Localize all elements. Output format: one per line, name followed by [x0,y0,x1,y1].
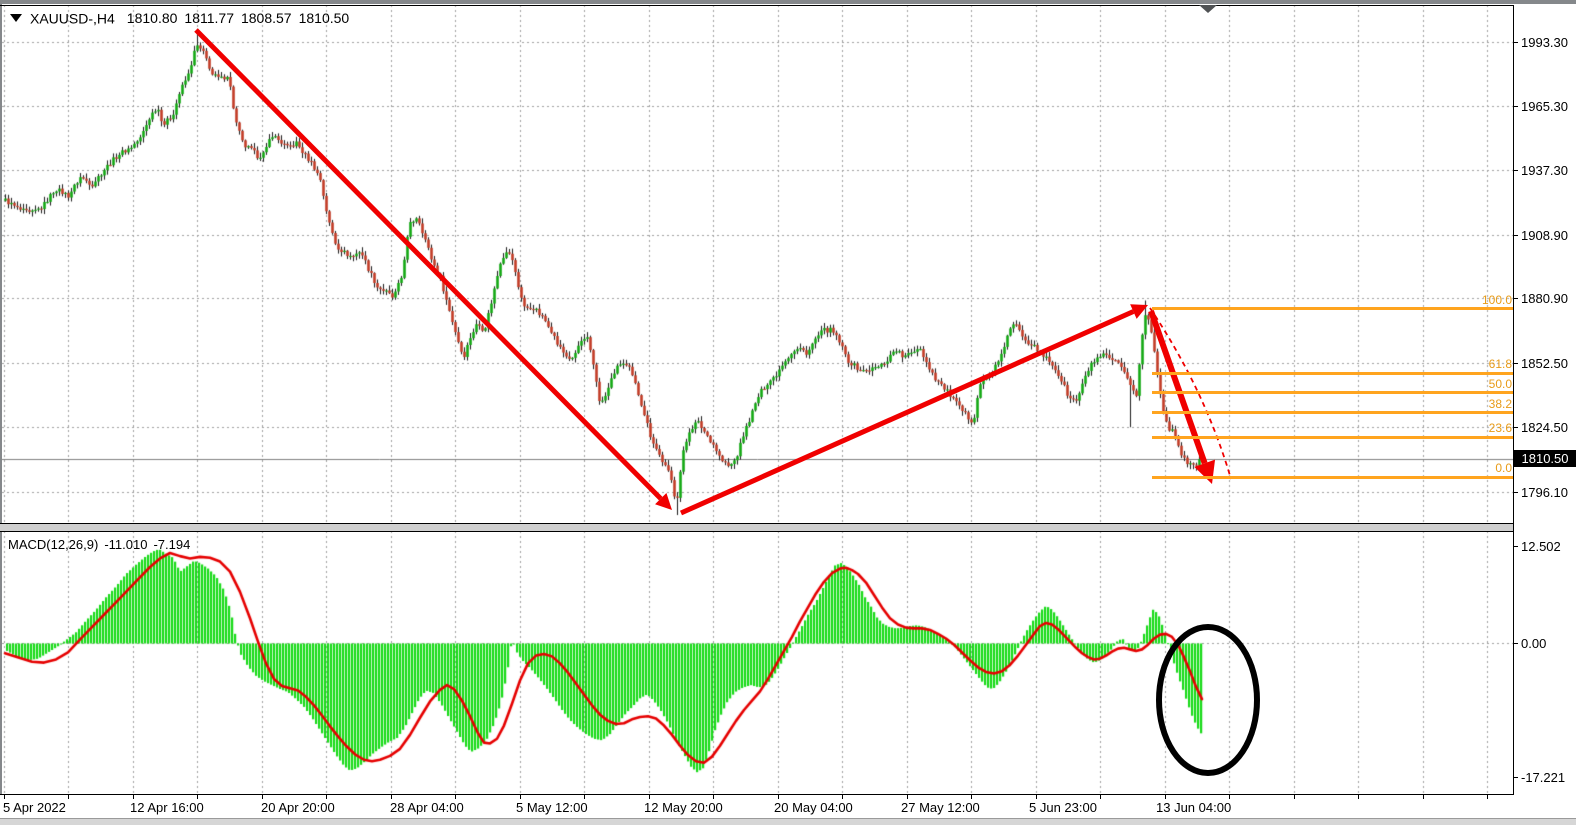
date-tick [262,795,263,799]
axis-tick [1513,170,1518,171]
main-pane-top-border [0,5,1514,6]
axis-tick [1513,546,1518,547]
macd-main-value: -11.010 [104,537,148,552]
price-axis-label: 1824.50 [1521,420,1568,436]
date-axis-label: 5 Apr 2022 [3,800,66,815]
date-tick [4,795,5,799]
date-axis-label: 13 Jun 04:00 [1156,800,1232,815]
date-tick [842,795,843,799]
fib-label-50: 50.0 [1488,376,1512,391]
price-axis-label: 1796.10 [1521,485,1568,500]
price-axis-label: 1993.30 [1521,35,1568,50]
fib-line-61-8[interactable] [1152,371,1513,375]
date-tick [326,795,327,799]
date-tick [68,795,69,799]
pane-splitter[interactable] [0,523,1514,532]
date-axis-label: 20 Apr 20:00 [261,800,335,815]
date-tick [713,795,714,799]
macd-axis-label: -17.221 [1521,770,1566,785]
price-axis-label: 1880.90 [1521,291,1568,307]
date-tick [1036,795,1037,799]
ohlc-open: 1810.80 [126,10,178,27]
date-tick [455,795,456,799]
axis-tick [1513,643,1518,644]
ohlc-high: 1811.77 [184,10,234,27]
macd-pane-bottom-border [0,794,1514,795]
ohlc-low: 1808.57 [240,10,292,27]
axis-tick [1513,492,1518,493]
date-tick [197,795,198,799]
window-left-frame [0,0,2,819]
date-axis-label: 28 Apr 04:00 [390,800,464,815]
date-tick [520,795,521,799]
macd-axis-label: 12.502 [1521,539,1561,554]
price-chart-canvas[interactable] [2,5,1513,523]
price-axis-border [1513,5,1514,795]
date-axis-strip [0,795,1576,818]
axis-tick [1513,427,1518,428]
axis-tick [1513,235,1518,236]
fib-line-38-2[interactable] [1152,411,1513,415]
date-tick [1165,795,1166,799]
price-axis-label: 1937.30 [1521,162,1568,178]
date-tick [1294,795,1295,799]
date-tick [1487,795,1488,799]
fib-line-23-6[interactable] [1152,435,1513,439]
date-axis-label: 20 May 04:00 [774,800,853,815]
date-tick [584,795,585,799]
price-axis-label: 1908.90 [1521,227,1568,243]
date-axis-label: 12 May 20:00 [644,800,723,815]
date-tick [778,795,779,799]
current-price-badge: 1810.50 [1514,450,1576,468]
axis-tick [1513,363,1518,364]
window-bottom-frame [0,818,1576,825]
fib-line-50[interactable] [1152,391,1513,395]
date-tick [1229,795,1230,799]
date-axis-label: 5 Jun 23:00 [1029,800,1097,815]
fib-line-100[interactable] [1152,307,1513,311]
axis-tick [1513,106,1518,107]
axis-tick [1513,42,1518,43]
fib-label-0: 0.0 [1495,461,1512,476]
macd-signal-value: -7.194 [153,537,191,552]
macd-indicator-label: MACD(12,26,9) -11.010 -7.194 [8,537,190,552]
date-tick [1423,795,1424,799]
window-top-frame [0,0,1576,4]
date-tick [907,795,908,799]
fib-label-23-6: 23.6 [1488,421,1512,436]
symbol-period-label: XAUUSD-,H4 [30,10,115,27]
ohlc-close: 1810.50 [298,10,350,27]
date-tick [649,795,650,799]
macd-indicator-canvas[interactable] [2,531,1513,794]
price-axis-label: 1852.50 [1521,356,1568,372]
date-tick [971,795,972,799]
fib-label-100: 100.0 [1481,292,1512,307]
date-tick [1358,795,1359,799]
fib-label-61-8: 61.8 [1488,357,1512,372]
date-axis-label: 12 Apr 16:00 [130,800,204,815]
date-tick [133,795,134,799]
date-tick [1100,795,1101,799]
date-axis-label: 5 May 12:00 [516,800,588,815]
fib-line-0[interactable] [1152,475,1513,479]
date-tick [391,795,392,799]
axis-tick [1513,298,1518,299]
fib-label-38-2: 38.2 [1488,396,1512,411]
axis-tick [1513,777,1518,778]
price-axis-label: 1965.30 [1521,98,1568,114]
macd-name: MACD(12,26,9) [8,537,99,552]
macd-axis-label: 0.00 [1521,636,1547,652]
symbol-dropdown-icon[interactable] [10,14,22,23]
date-axis-label: 27 May 12:00 [901,800,980,815]
chart-title: XAUUSD-,H4 1810.80 1811.77 1808.57 1810.50 [10,9,349,27]
